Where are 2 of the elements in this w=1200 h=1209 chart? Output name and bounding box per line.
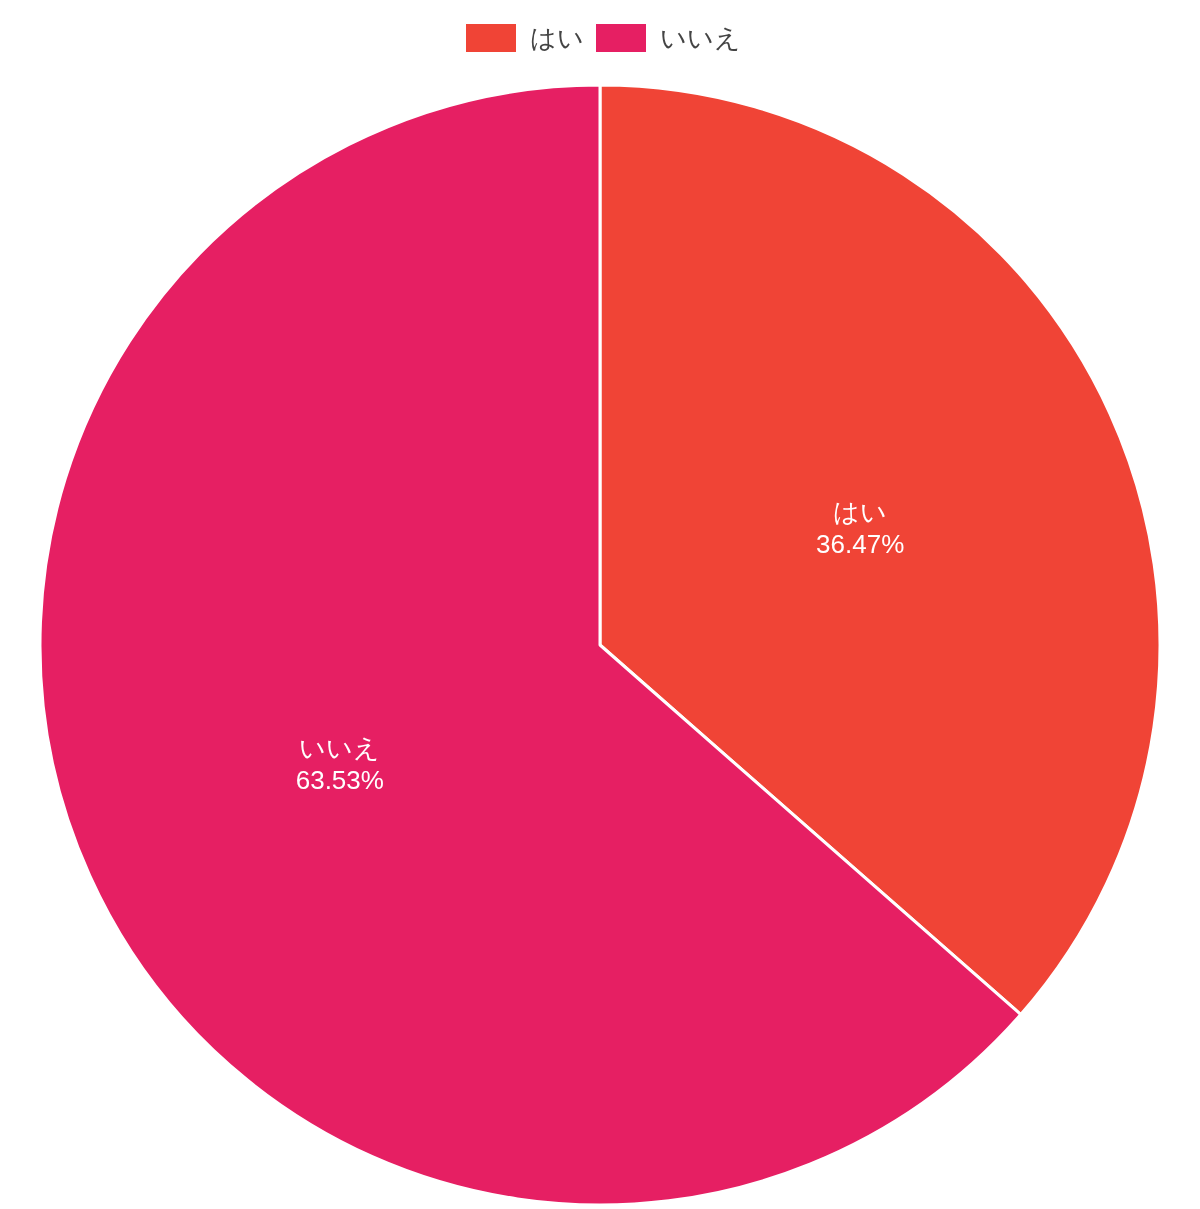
legend-label: はい <box>530 23 584 53</box>
legend: はい いいえ <box>466 23 741 53</box>
